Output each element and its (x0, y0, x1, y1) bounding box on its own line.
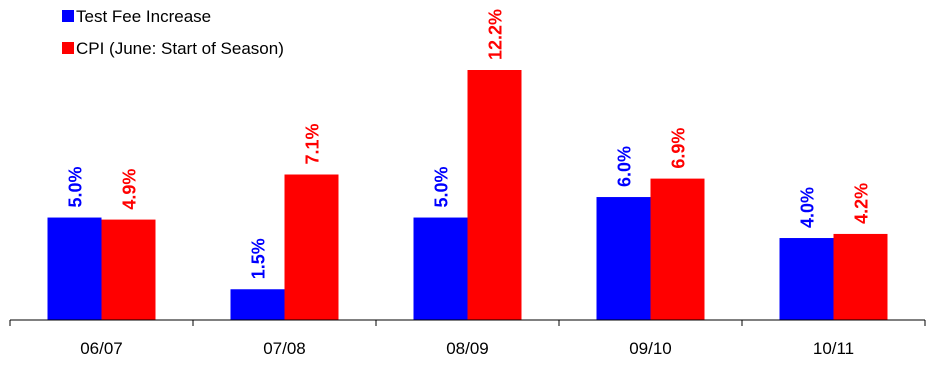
legend-label-cpi-june-start-of-season: CPI (June: Start of Season) (76, 39, 284, 58)
bar-test-fee-increase-10-11 (779, 238, 834, 320)
data-label-test-fee-increase-08-09: 5.0% (432, 167, 452, 208)
x-tick-label: 09/10 (629, 339, 672, 358)
data-label-test-fee-increase-06-07: 5.0% (66, 167, 86, 208)
bar-test-fee-increase-09-10 (596, 197, 651, 320)
data-label-test-fee-increase-09-10: 6.0% (615, 146, 635, 187)
bar-test-fee-increase-07-08 (230, 289, 285, 320)
x-tick-label: 10/11 (813, 339, 854, 358)
data-label-test-fee-increase-07-08: 1.5% (249, 238, 269, 279)
legend-swatch-cpi-june-start-of-season (62, 42, 74, 54)
x-axis: 06/07 07/08 08/09 09/10 10/11 (9, 319, 926, 358)
data-label-cpi-june-start-of-season-08-09: 12.2% (486, 9, 506, 60)
x-tick-label: 07/08 (263, 339, 306, 358)
data-label-cpi-june-start-of-season-10-11: 4.2% (852, 183, 872, 224)
data-label-cpi-june-start-of-season-07-08: 7.1% (303, 123, 323, 164)
bar-cpi-june-start-of-season-10-11 (833, 233, 888, 320)
bar-cpi-june-start-of-season-08-09 (467, 70, 522, 320)
bar-cpi-june-start-of-season-06-07 (101, 219, 156, 320)
legend-swatch-test-fee-increase (62, 10, 74, 22)
bars (47, 70, 888, 320)
data-label-test-fee-increase-10-11: 4.0% (798, 187, 818, 228)
legend-label-test-fee-increase: Test Fee Increase (76, 7, 211, 26)
bar-test-fee-increase-06-07 (47, 217, 102, 320)
bar-cpi-june-start-of-season-09-10 (650, 178, 705, 320)
x-tick-label: 06/07 (80, 339, 123, 358)
bar-test-fee-increase-08-09 (413, 217, 468, 320)
bar-cpi-june-start-of-season-07-08 (284, 174, 339, 320)
x-tick-label: 08/09 (446, 339, 489, 358)
data-labels: 5.0% 4.9% 1.5% 7.1% 5.0% 12.2% 6.0% 6.9% 4.0% 4.2… (66, 9, 872, 279)
data-label-cpi-june-start-of-season-09-10: 6.9% (669, 128, 689, 169)
data-label-cpi-june-start-of-season-06-07: 4.9% (120, 169, 140, 210)
legend: Test Fee Increase CPI (June: Start of Sea… (62, 7, 284, 58)
